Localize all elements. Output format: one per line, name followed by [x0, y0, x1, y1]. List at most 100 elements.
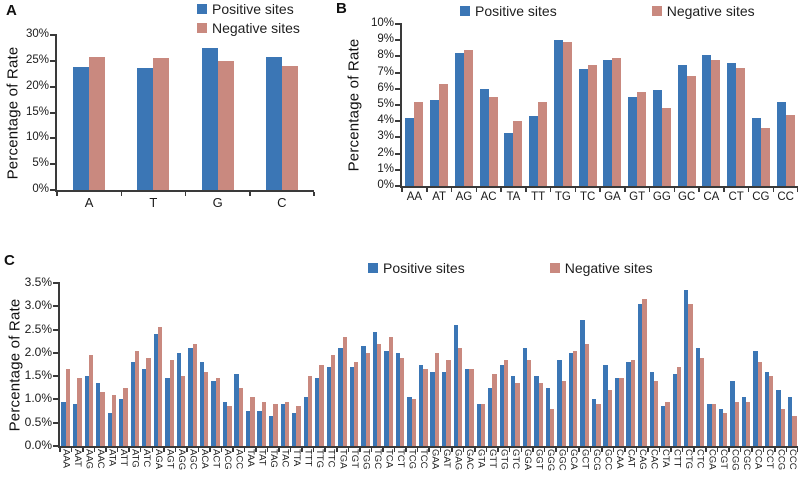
bar-negative	[699, 357, 705, 446]
y-tick	[50, 163, 57, 166]
bar-negative	[711, 59, 721, 186]
bar-negative	[480, 404, 486, 446]
bar-negative	[612, 58, 622, 186]
bar-negative	[261, 401, 267, 446]
bar-positive	[707, 404, 712, 446]
x-axis-tick	[574, 188, 576, 192]
x-category-label: CTG	[683, 449, 695, 486]
bar-positive	[476, 404, 481, 446]
y-tick	[395, 23, 402, 25]
x-category-label-text: TAT	[256, 449, 268, 466]
x-axis-tick	[566, 448, 569, 452]
bar-positive	[545, 387, 551, 446]
x-axis-tick	[255, 448, 257, 452]
y-tick	[53, 282, 60, 284]
x-axis-tick	[635, 448, 638, 452]
bar-negative	[785, 114, 795, 186]
bar-positive	[61, 401, 66, 446]
x-axis-tick	[184, 192, 187, 196]
x-axis-tick	[578, 448, 580, 452]
x-axis-tick	[289, 448, 292, 452]
x-category-label: GCG	[590, 449, 602, 486]
y-tick	[50, 137, 57, 140]
bar-positive	[407, 397, 412, 446]
bar-negative	[423, 369, 428, 446]
x-category-label-text: GCT	[579, 449, 591, 470]
x-category-label: AAC	[95, 449, 107, 486]
bar-negative	[217, 60, 234, 190]
bar-negative	[734, 401, 739, 446]
y-tick	[53, 328, 60, 331]
x-axis-tick	[426, 188, 428, 192]
x-category-label-text: GAG	[452, 449, 464, 471]
x-axis-tick	[336, 448, 338, 452]
bar-negative	[736, 67, 746, 186]
bar-negative	[169, 359, 174, 446]
y-tick	[53, 398, 60, 401]
y-tick-label: 20%	[25, 79, 49, 92]
x-axis-tick	[705, 448, 707, 452]
x-category-label-text: TAA	[245, 449, 257, 467]
panel-c-plot-area: 0.0% 0.5% 1.0% 1.5% 2.0% 2.5% 3.0% 3.5% AAA AAT AA…	[25, 275, 798, 471]
bar-positive	[603, 59, 613, 186]
x-category-label-text: ACC	[233, 449, 245, 470]
bar-positive	[326, 366, 331, 446]
x-category-label: TA	[506, 191, 521, 203]
x-category-label: CCA	[752, 449, 764, 486]
x-axis-tick	[382, 448, 384, 452]
x-category-label: T	[149, 195, 158, 210]
x-axis-tick	[278, 448, 280, 452]
x-axis-tick	[462, 448, 465, 452]
x-axis-tick	[313, 192, 315, 196]
bar-negative	[665, 401, 670, 446]
x-category-label-text: ACG	[221, 449, 233, 470]
bar-positive	[430, 371, 435, 446]
panel-c-y-axis-title: Percentage of Rate	[6, 298, 24, 431]
bar-positive	[119, 399, 124, 446]
x-category-label: CGT	[717, 449, 729, 486]
panel-b-plot-area: 0% 1% 2% 3% 4% 5% 6% 7% 8% 9% 10% AA AT AG AC TA TT TG TC G…	[371, 17, 798, 203]
bar-positive	[395, 352, 401, 446]
x-category-label: GAT	[441, 449, 453, 486]
negative-swatch-icon	[197, 23, 207, 33]
x-category-label: CG	[752, 191, 770, 203]
x-axis-tick	[670, 448, 672, 452]
bar-positive	[628, 96, 638, 186]
x-category-label: TTA	[291, 449, 303, 486]
bar-negative	[434, 352, 440, 446]
x-category-label-text: GCG	[590, 449, 602, 471]
y-tick	[395, 120, 402, 123]
bar-positive	[349, 366, 355, 446]
x-category-label: GTG	[498, 449, 510, 486]
bar-positive	[730, 380, 735, 446]
bar-positive	[580, 320, 585, 446]
bar-positive	[441, 371, 447, 446]
x-category-label: GCA	[567, 449, 579, 486]
x-category-label-text: TCA	[383, 449, 395, 468]
x-axis-tick	[698, 188, 700, 192]
bar-negative	[686, 75, 696, 186]
bar-negative	[388, 336, 393, 446]
y-tick-label: 0%	[32, 183, 49, 195]
x-axis-tick	[599, 188, 601, 192]
x-category-label: AAA	[60, 449, 72, 486]
panel-b-legend: Positive sites Negative sites	[460, 3, 755, 19]
bar-negative	[284, 401, 290, 446]
x-category-label-text: CAG	[637, 449, 649, 470]
x-category-label-text: AAG	[83, 449, 95, 470]
bar-positive	[684, 290, 689, 446]
y-tick	[50, 85, 57, 88]
bar-negative	[100, 392, 105, 446]
bar-negative	[492, 373, 497, 446]
x-category-label: CTT	[671, 449, 683, 486]
x-category-label: ACG	[221, 449, 233, 486]
bar-negative	[400, 357, 405, 446]
x-axis-tick	[785, 448, 788, 452]
bar-positive	[137, 67, 154, 190]
x-category-label-text: CCC	[786, 449, 798, 470]
x-axis-tick	[220, 448, 223, 452]
panel-c: C Percentage of Rate Positive sites Nega…	[0, 252, 798, 486]
x-axis-tick	[93, 448, 96, 452]
x-axis-tick	[232, 448, 234, 452]
x-axis-tick	[163, 448, 165, 452]
